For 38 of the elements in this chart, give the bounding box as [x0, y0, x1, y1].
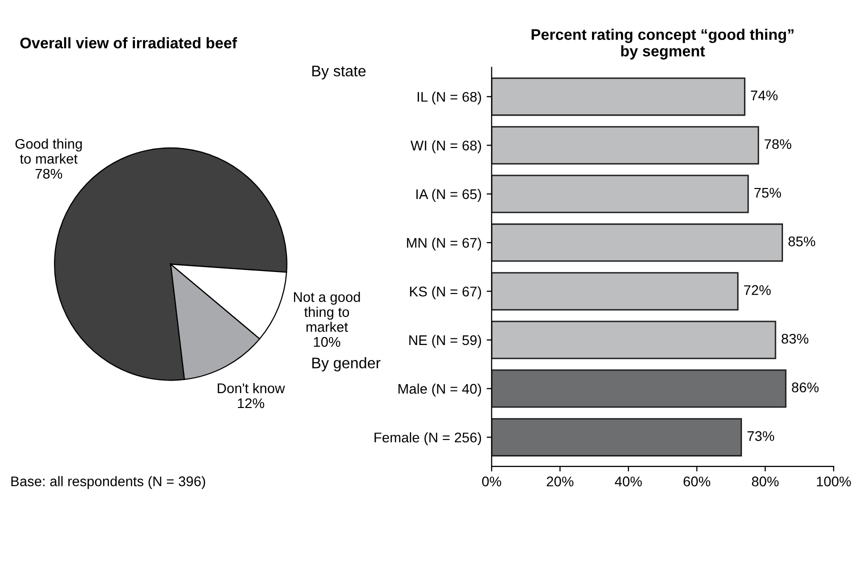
bar — [492, 126, 760, 164]
x-tick-label: 80% — [752, 476, 779, 486]
data-label: 75% — [754, 188, 781, 198]
bar — [492, 320, 776, 360]
bar — [492, 223, 784, 262]
data-label: 73% — [748, 431, 774, 441]
y-tick-label: Male (N = 40) — [398, 384, 482, 397]
bar — [492, 369, 786, 408]
bar — [492, 174, 749, 214]
text: Base: all respondents (N = 396) — [11, 476, 206, 490]
slice-label: Good thing to market 78% — [15, 138, 82, 179]
y-tick-label: IL (N = 68) — [418, 92, 482, 105]
y-tick-label: WI (N = 68) — [410, 140, 482, 154]
y-tick-label: Female (N = 256) — [374, 432, 482, 446]
chart-title: Percent rating concept “good thing” by segment — [532, 28, 794, 60]
text: By gender — [312, 357, 380, 372]
x-tick-label: 60% — [684, 476, 710, 486]
y-tick-label: IA (N = 65) — [416, 188, 482, 202]
x-tick-label: 20% — [546, 476, 574, 486]
bar — [492, 77, 746, 116]
bar — [492, 418, 742, 456]
x-tick-label: 0% — [482, 476, 502, 486]
x-tick-label: 100% — [816, 476, 851, 486]
data-label: 78% — [764, 139, 792, 150]
bar — [492, 272, 739, 310]
y-tick-label: NE (N = 59) — [409, 334, 482, 348]
data-label: 85% — [788, 236, 816, 246]
data-label: 74% — [750, 90, 778, 100]
y-tick-label: MN (N = 67) — [407, 238, 482, 251]
slice-label: Not a good thing to market 10% — [294, 292, 360, 347]
data-label: 86% — [792, 382, 819, 392]
data-label: 83% — [782, 334, 808, 344]
y-tick-label: KS (N = 67) — [410, 286, 482, 300]
chart-title: Overall view of irradiated beef — [20, 37, 238, 48]
slice-label: Don't know 12% — [218, 383, 285, 408]
data-label: 72% — [744, 285, 771, 295]
text: By state — [312, 66, 366, 80]
x-tick-label: 40% — [614, 476, 642, 486]
